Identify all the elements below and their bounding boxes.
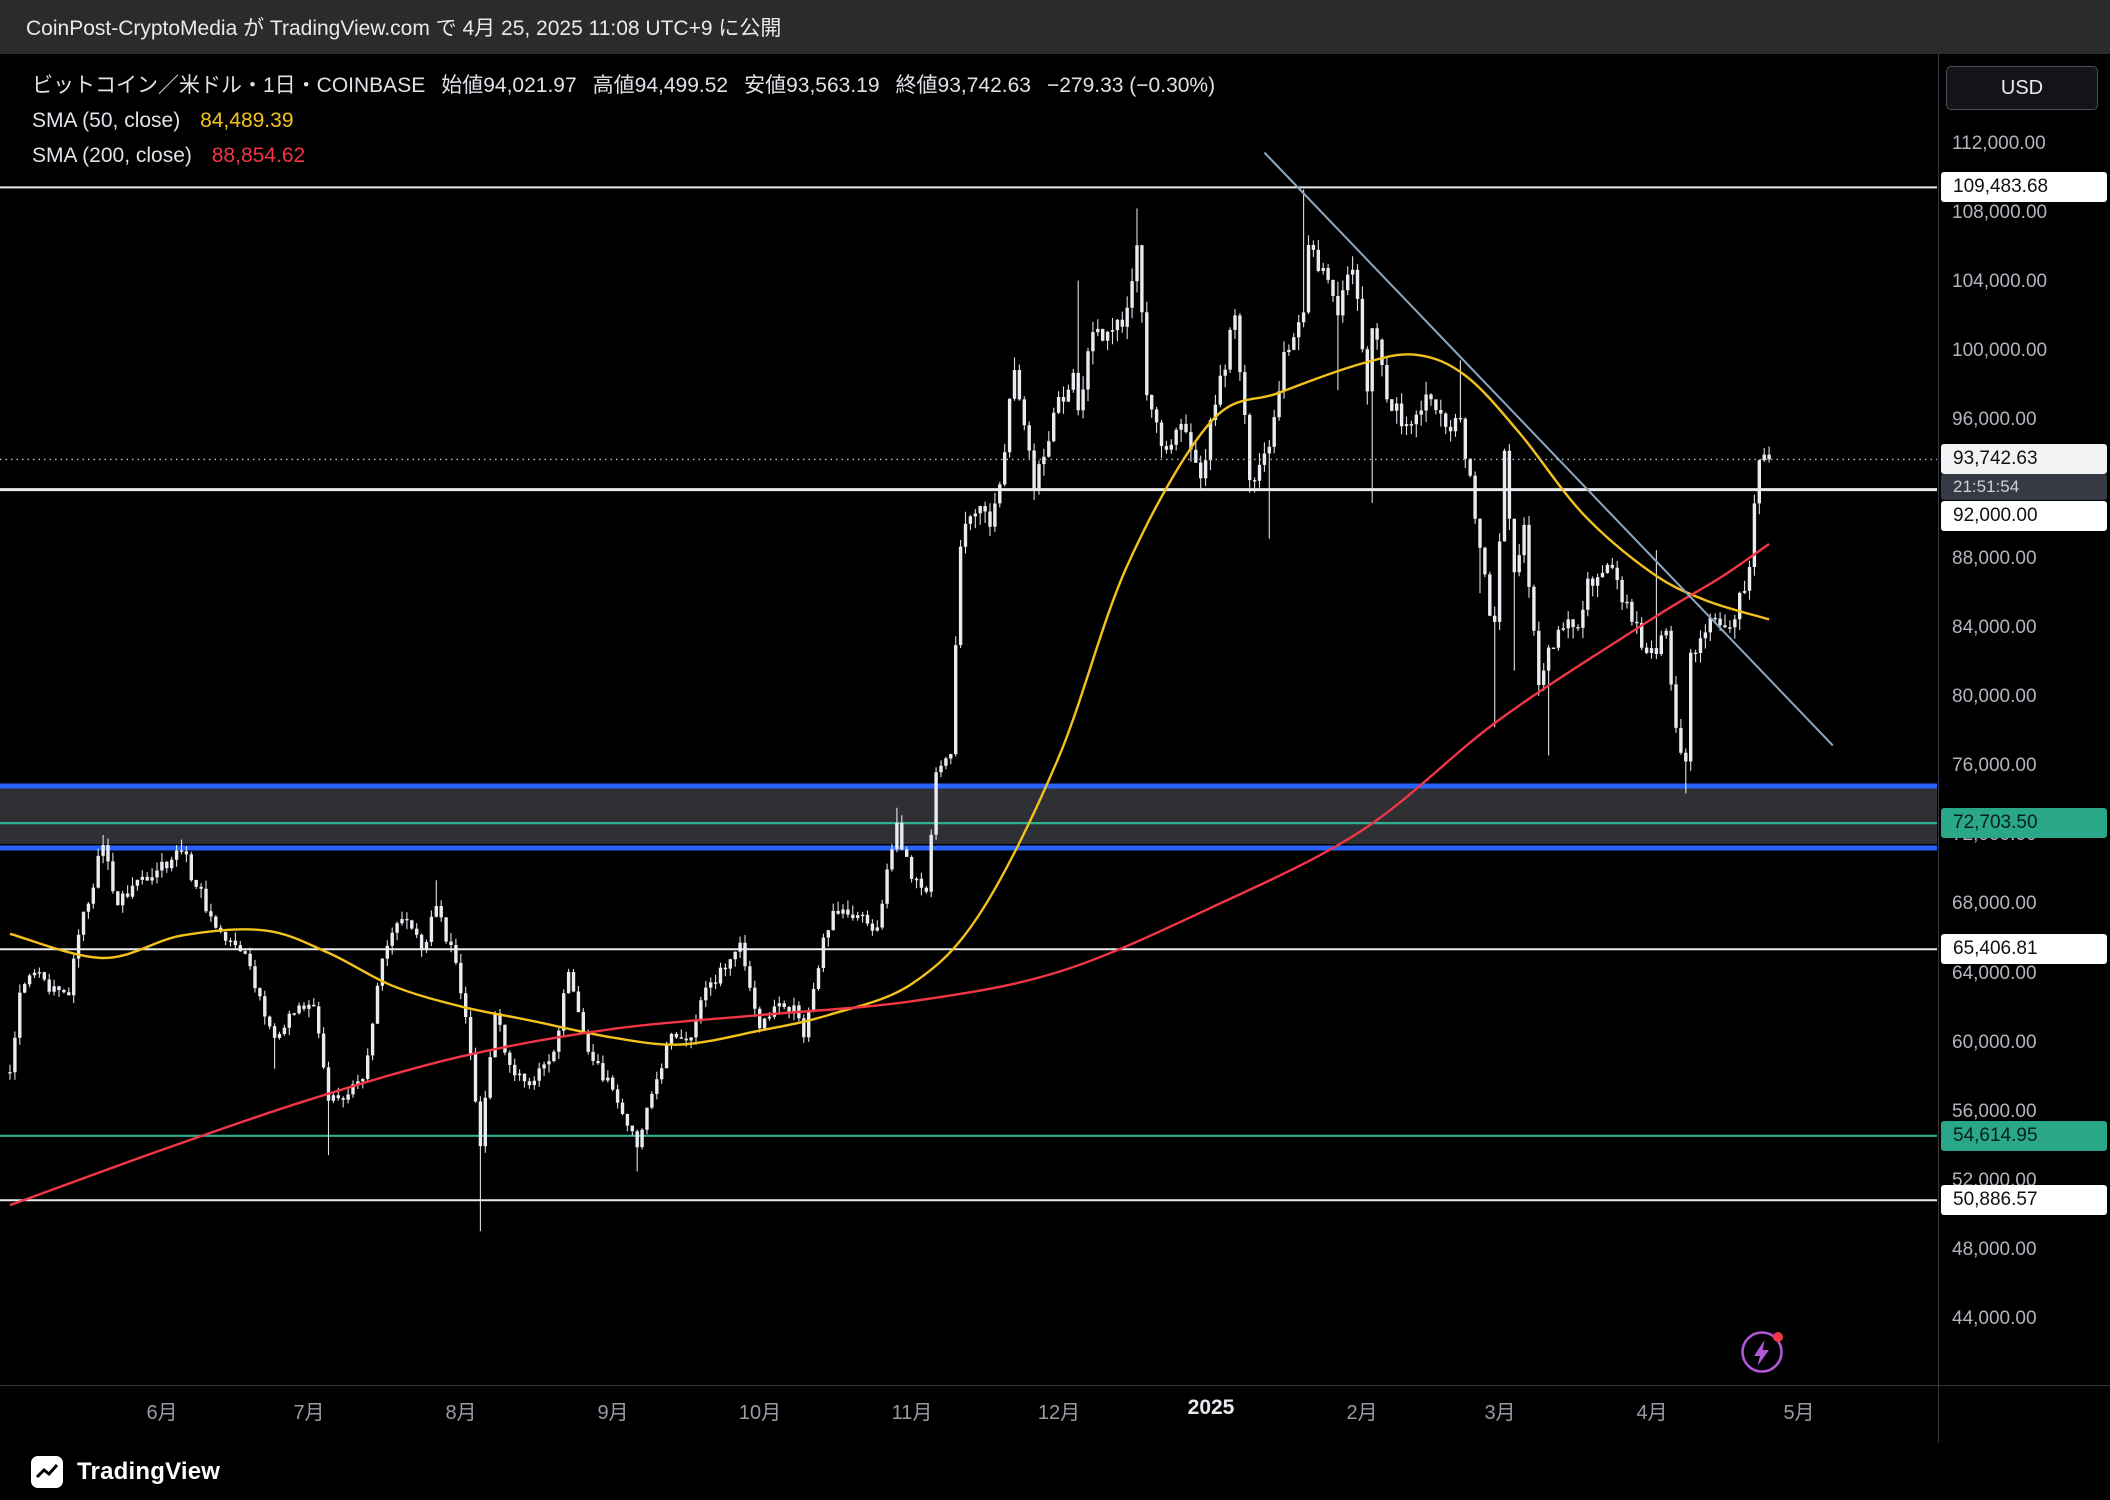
price-tick: 100,000.00	[1952, 340, 2048, 362]
price-tick: 84,000.00	[1952, 616, 2037, 638]
price-level-badge: 54,614.95	[1941, 1120, 2107, 1151]
time-axis-label: 9月	[597, 1402, 629, 1424]
sma200-label: SMA (200, close)	[32, 144, 192, 167]
notification-dot-icon	[1773, 1332, 1783, 1342]
lightning-boost-icon	[1741, 1331, 1783, 1373]
symbol-title: ビットコイン／米ドル・1日・COINBASE	[32, 74, 426, 97]
close-value: 93,742.63	[937, 74, 1031, 97]
chart-legend: ビットコイン／米ドル・1日・COINBASE 始値94,021.97 高値94,49…	[32, 68, 1215, 173]
candle-countdown: 21:51:54	[1941, 474, 2107, 501]
sma50-legend-row[interactable]: SMA (50, close) 84,489.39	[32, 103, 1215, 138]
low-value: 93,563.19	[786, 74, 880, 97]
low-label: 安値	[744, 74, 787, 97]
boost-button[interactable]	[1736, 1325, 1788, 1377]
price-tick: 48,000.00	[1952, 1239, 2037, 1261]
price-tick: 112,000.00	[1952, 132, 2046, 154]
price-level-badge: 72,703.50	[1941, 808, 2107, 839]
price-tick: 104,000.00	[1952, 271, 2048, 293]
time-axis-label: 6月	[146, 1402, 178, 1424]
price-tick: 96,000.00	[1952, 409, 2037, 431]
sma50-label: SMA (50, close)	[32, 109, 181, 132]
price-level-badge: 50,886.57	[1941, 1185, 2107, 1216]
price-tick: 44,000.00	[1952, 1308, 2037, 1330]
tradingview-logo-icon[interactable]	[30, 1455, 64, 1489]
price-tick: 108,000.00	[1952, 202, 2048, 224]
price-level-badge: 92,000.00	[1941, 500, 2107, 531]
time-axis-label: 2025	[1187, 1396, 1235, 1419]
footer-bar: TradingView	[0, 1443, 2110, 1500]
currency-usd-button[interactable]: USD	[1946, 66, 2098, 110]
price-level-badge: 109,483.68	[1941, 172, 2107, 203]
current-price-badge: 93,742.63	[1941, 444, 2107, 475]
time-axis-label: 5月	[1783, 1402, 1815, 1424]
high-label: 高値	[592, 74, 635, 97]
tradingview-wordmark[interactable]: TradingView	[77, 1457, 221, 1485]
attribution-text: CoinPost-CryptoMedia が TradingView.com で…	[26, 17, 782, 40]
time-axis-label: 10月	[738, 1402, 782, 1424]
attribution-bar: CoinPost-CryptoMedia が TradingView.com で…	[0, 0, 2110, 54]
time-axis-label: 2月	[1346, 1402, 1378, 1424]
price-tick: 88,000.00	[1952, 547, 2037, 569]
price-tick: 68,000.00	[1952, 893, 2037, 915]
time-axis-label: 3月	[1484, 1402, 1516, 1424]
close-label: 終値	[895, 74, 938, 97]
symbol-ohlc-row[interactable]: ビットコイン／米ドル・1日・COINBASE 始値94,021.97 高値94,49…	[32, 68, 1215, 103]
change-value: −279.33 (−0.30%)	[1046, 74, 1216, 97]
price-tick: 64,000.00	[1952, 962, 2037, 984]
open-label: 始値	[441, 74, 484, 97]
time-axis-label: 7月	[293, 1402, 325, 1424]
time-axis-label: 4月	[1636, 1402, 1668, 1424]
price-tick: 76,000.00	[1952, 755, 2037, 777]
price-tick: 80,000.00	[1952, 686, 2037, 708]
time-axis-label: 11月	[891, 1402, 933, 1424]
time-axis-label: 8月	[445, 1402, 477, 1424]
sma200-value: 88,854.62	[211, 144, 306, 167]
time-axis-label: 12月	[1037, 1402, 1081, 1424]
sma50-value: 84,489.39	[200, 109, 294, 132]
high-value: 94,499.52	[634, 74, 729, 97]
price-level-badge: 65,406.81	[1941, 934, 2107, 965]
price-tick: 60,000.00	[1952, 1031, 2037, 1053]
sma200-legend-row[interactable]: SMA (200, close) 88,854.62	[32, 138, 1215, 173]
open-value: 94,021.97	[483, 74, 577, 97]
price-tick: 56,000.00	[1952, 1100, 2037, 1122]
